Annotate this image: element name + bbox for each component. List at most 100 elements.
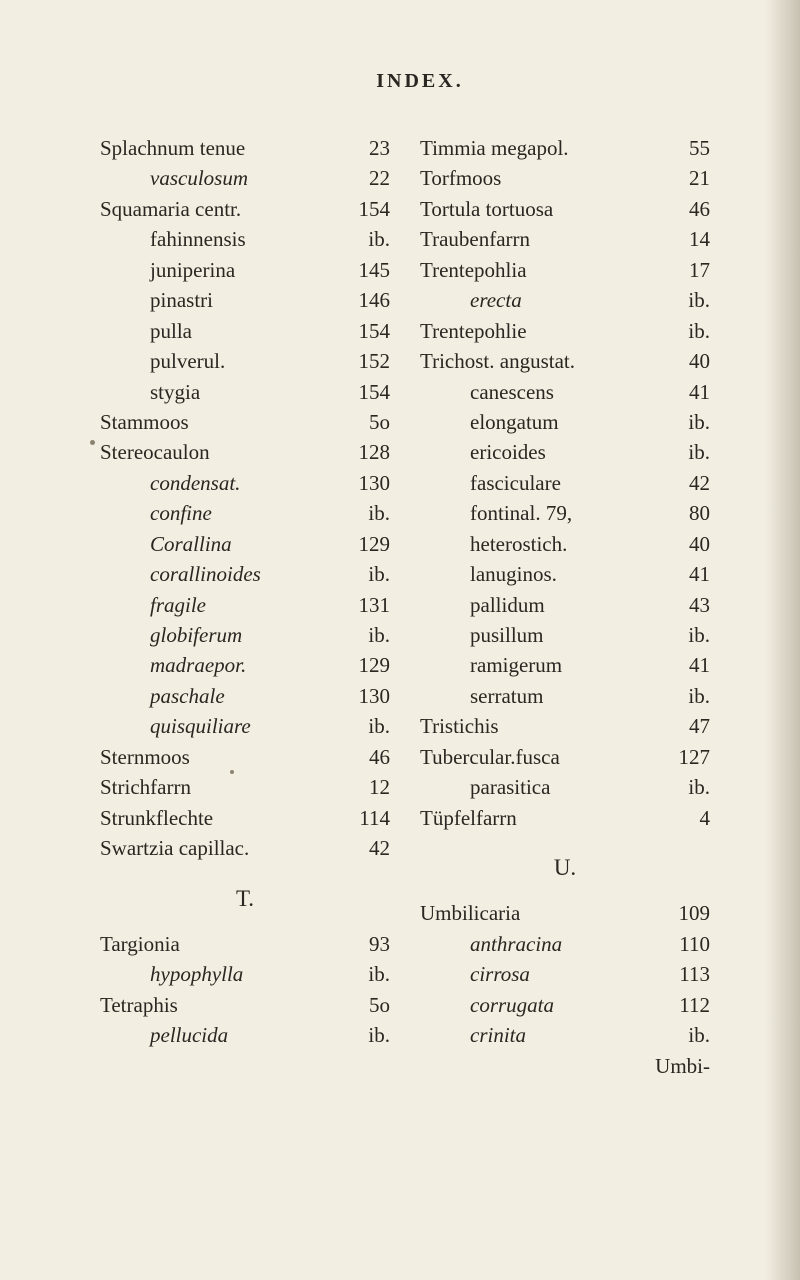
index-entry: fasciculare42 — [420, 468, 710, 498]
entry-label: corallinoides — [150, 559, 261, 589]
entry-page-number: 112 — [679, 990, 710, 1020]
entry-label: stygia — [150, 377, 200, 407]
entry-label: Tortula tortuosa — [420, 194, 553, 224]
paper-speck — [90, 440, 95, 445]
index-entry: pellucidaib. — [100, 1020, 390, 1050]
entry-page-number: 40 — [689, 529, 710, 559]
entry-page-number: 41 — [689, 377, 710, 407]
entry-label: Trentepohlia — [420, 255, 527, 285]
entry-label: ericoides — [470, 437, 546, 467]
index-entry: crinita ib. — [420, 1020, 710, 1050]
index-entry: Targionia93 — [100, 929, 390, 959]
index-entry: condensat.130 — [100, 468, 390, 498]
entry-page-number: 154 — [359, 316, 391, 346]
entry-label: serratum — [470, 681, 543, 711]
entry-label: anthracina — [470, 929, 562, 959]
entry-label: globiferum — [150, 620, 242, 650]
entry-page-number: 130 — [359, 468, 391, 498]
index-entry: Traubenfarrn14 — [420, 224, 710, 254]
index-entry: Tortula tortuosa46 — [420, 194, 710, 224]
entry-label: quisquiliare — [150, 711, 251, 741]
index-columns: Splachnum tenue23vasculosum22Squamaria c… — [100, 133, 710, 1081]
entry-page-number: 43 — [689, 590, 710, 620]
entry-label: Tetraphis — [100, 990, 178, 1020]
entry-page-number: 23 — [369, 133, 390, 163]
entry-page-number: 17 — [689, 255, 710, 285]
index-entry: Timmia megapol.55 — [420, 133, 710, 163]
entry-page-number: ib. — [688, 316, 710, 346]
entry-label: pinastri — [150, 285, 213, 315]
entry-page-number: 46 — [369, 742, 390, 772]
entry-label: Umbilicaria — [420, 898, 520, 928]
entry-label: Corallina — [150, 529, 232, 559]
index-entry: canescens 41 — [420, 377, 710, 407]
index-entry: ramigerum 41 — [420, 650, 710, 680]
entry-page-number: 128 — [359, 437, 391, 467]
entry-label: fontinal. 79, — [470, 498, 572, 528]
index-entry: Splachnum tenue23 — [100, 133, 390, 163]
entry-page-number: 154 — [359, 194, 391, 224]
index-entry: Umbi- — [420, 1051, 710, 1081]
section-letter-U: U. — [420, 851, 710, 884]
entry-page-number: 127 — [679, 742, 711, 772]
index-entry: Sternmoos46 — [100, 742, 390, 772]
index-entry: pusillumib. — [420, 620, 710, 650]
entry-label: paschale — [150, 681, 225, 711]
entry-page-number: 5o — [369, 407, 390, 437]
index-entry: Strunkflechte 114 — [100, 803, 390, 833]
entry-label: Trichost. angustat. — [420, 346, 575, 376]
entry-page-number: 22 — [369, 163, 390, 193]
index-entry: pinastri146 — [100, 285, 390, 315]
entry-page-number: 41 — [689, 559, 710, 589]
entry-label: juniperina — [150, 255, 235, 285]
entry-label: canescens — [470, 377, 554, 407]
entry-page-number: 41 — [689, 650, 710, 680]
entry-page-number: 131 — [359, 590, 391, 620]
index-entry: hypophylla ib. — [100, 959, 390, 989]
entry-page-number: 154 — [359, 377, 391, 407]
entry-label: Torfmoos — [420, 163, 501, 193]
entry-page-number: Umbi- — [655, 1051, 710, 1081]
entry-page-number: 93 — [369, 929, 390, 959]
index-entry: Trentepohlia 17 — [420, 255, 710, 285]
index-entry: Tubercular.fusca127 — [420, 742, 710, 772]
right-column: Timmia megapol.55Torfmoos21Tortula tortu… — [420, 133, 710, 1081]
entry-page-number: ib. — [368, 959, 390, 989]
entry-page-number: 113 — [679, 959, 710, 989]
entry-page-number: ib. — [688, 772, 710, 802]
index-entry: paschale130 — [100, 681, 390, 711]
entry-label: Strichfarrn — [100, 772, 191, 802]
entry-page-number: 114 — [359, 803, 390, 833]
entry-page-number: ib. — [368, 1020, 390, 1050]
index-entry: serratumib. — [420, 681, 710, 711]
index-entry: Corallina129 — [100, 529, 390, 559]
entry-page-number: ib. — [368, 620, 390, 650]
entry-label: heterostich. — [470, 529, 567, 559]
entry-label: elongatum — [470, 407, 559, 437]
entry-label: Strunkflechte — [100, 803, 213, 833]
entry-label: Swartzia capillac. — [100, 833, 249, 863]
index-entry: heterostich. 40 — [420, 529, 710, 559]
entry-label: vasculosum — [150, 163, 248, 193]
entry-label: parasitica — [470, 772, 550, 802]
entry-page-number: ib. — [368, 711, 390, 741]
index-entry: corallinoides ib. — [100, 559, 390, 589]
entry-page-number: ib. — [368, 559, 390, 589]
index-entry: pallidum43 — [420, 590, 710, 620]
entry-label: crinita — [470, 1020, 526, 1050]
index-entry: globiferum ib. — [100, 620, 390, 650]
index-entry: Umbilicaria109 — [420, 898, 710, 928]
entry-label: fragile — [150, 590, 206, 620]
entry-label: hypophylla — [150, 959, 243, 989]
entry-label: Traubenfarrn — [420, 224, 530, 254]
index-entry: Tetraphis5o — [100, 990, 390, 1020]
entry-page-number: ib. — [688, 1020, 710, 1050]
index-entry: pulverul.152 — [100, 346, 390, 376]
entry-label: Squamaria centr. — [100, 194, 241, 224]
page-heading: INDEX. — [130, 70, 710, 93]
entry-label: ramigerum — [470, 650, 562, 680]
index-entry: Squamaria centr. 154 — [100, 194, 390, 224]
index-entry: erectaib. — [420, 285, 710, 315]
index-entry: ericoidesib. — [420, 437, 710, 467]
left-column: Splachnum tenue23vasculosum22Squamaria c… — [100, 133, 390, 1081]
